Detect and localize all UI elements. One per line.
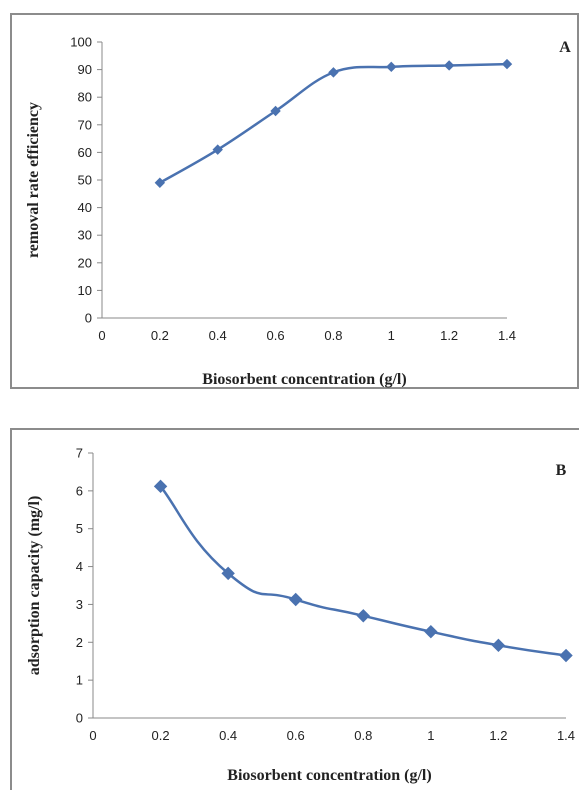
x-tick-label: 0.2	[152, 728, 170, 743]
chart-b-svg: 0 1 2 3 4 5 6 7 0 0.2 0.4 0.6 0.8 1 1.2 1.4 Biosorbent c…	[26, 446, 575, 785]
data-point	[356, 609, 370, 623]
x-tick-label: 0.6	[267, 328, 285, 343]
x-tick-label: 0.8	[354, 728, 372, 743]
x-axis-title: Biosorbent concentration (g/l)	[202, 371, 406, 388]
data-point	[289, 592, 303, 607]
x-tick-label: 1.4	[557, 728, 575, 743]
y-tick-label: 3	[76, 597, 83, 612]
data-point	[270, 105, 281, 117]
y-tick-label: 100	[70, 35, 92, 50]
series-line	[159, 62, 508, 184]
data-point	[443, 60, 455, 71]
y-tick-label: 6	[76, 483, 83, 498]
y-tick-label: 40	[78, 200, 92, 215]
y-tick-label: 10	[78, 283, 92, 298]
data-point	[212, 144, 223, 155]
chart-panel-a: 0 10 20 30 40 50 60 70 80 90 100 0 0.2 0.4 0.6 0.8 1 1.2 1…	[10, 13, 579, 389]
x-tick-label: 0.6	[287, 728, 305, 743]
x-tick-label: 1.2	[440, 328, 458, 343]
data-point	[424, 624, 438, 639]
y-tick-label: 50	[78, 173, 92, 188]
y-tick-label: 30	[78, 228, 92, 243]
x-tick-label: 0.4	[209, 328, 227, 343]
y-tick-label: 7	[76, 446, 83, 461]
y-tick-label: 1	[76, 673, 83, 688]
panel-label: B	[556, 462, 567, 479]
x-tick-label: 0	[98, 328, 105, 343]
x-tick-label: 1.2	[489, 728, 507, 743]
x-tick-label: 0.4	[219, 728, 237, 743]
y-tick-label: 70	[78, 117, 92, 132]
data-point	[559, 648, 573, 663]
x-tick-label: 1.4	[498, 328, 516, 343]
x-tick-label: 0	[89, 728, 96, 743]
x-tick-label: 0.2	[151, 328, 169, 343]
series-line	[159, 485, 567, 657]
x-tick-label: 1	[388, 328, 395, 343]
y-tick-label: 5	[76, 521, 83, 536]
chart-a-svg: 0 10 20 30 40 50 60 70 80 90 100 0 0.2 0.4 0.6 0.8 1 1.2 1…	[25, 35, 571, 389]
y-tick-label: 80	[78, 90, 92, 105]
y-tick-label: 2	[76, 635, 83, 650]
data-point	[491, 638, 506, 653]
y-tick-label: 90	[78, 62, 92, 77]
y-tick-label: 0	[85, 311, 92, 326]
y-tick-label: 20	[78, 255, 92, 270]
x-axis-title: Biosorbent concentration (g/l)	[227, 767, 431, 784]
data-point	[221, 566, 235, 581]
data-point	[386, 61, 397, 73]
data-point	[153, 479, 168, 494]
x-tick-label: 1	[427, 728, 434, 743]
y-tick-label: 60	[78, 145, 92, 160]
y-tick-label: 4	[76, 559, 83, 574]
data-point	[328, 67, 339, 78]
y-axis-title: adsorption capacity (mg/l)	[26, 496, 43, 676]
x-tick-label: 0.8	[324, 328, 342, 343]
data-point	[501, 58, 513, 70]
y-axis-title: removal rate efficiency	[25, 102, 42, 258]
panel-label: A	[559, 39, 571, 56]
data-point	[154, 177, 166, 188]
chart-panel-b: 0 1 2 3 4 5 6 7 0 0.2 0.4 0.6 0.8 1 1.2 1.4 Biosorbent c…	[10, 428, 579, 790]
y-tick-label: 0	[76, 711, 83, 726]
